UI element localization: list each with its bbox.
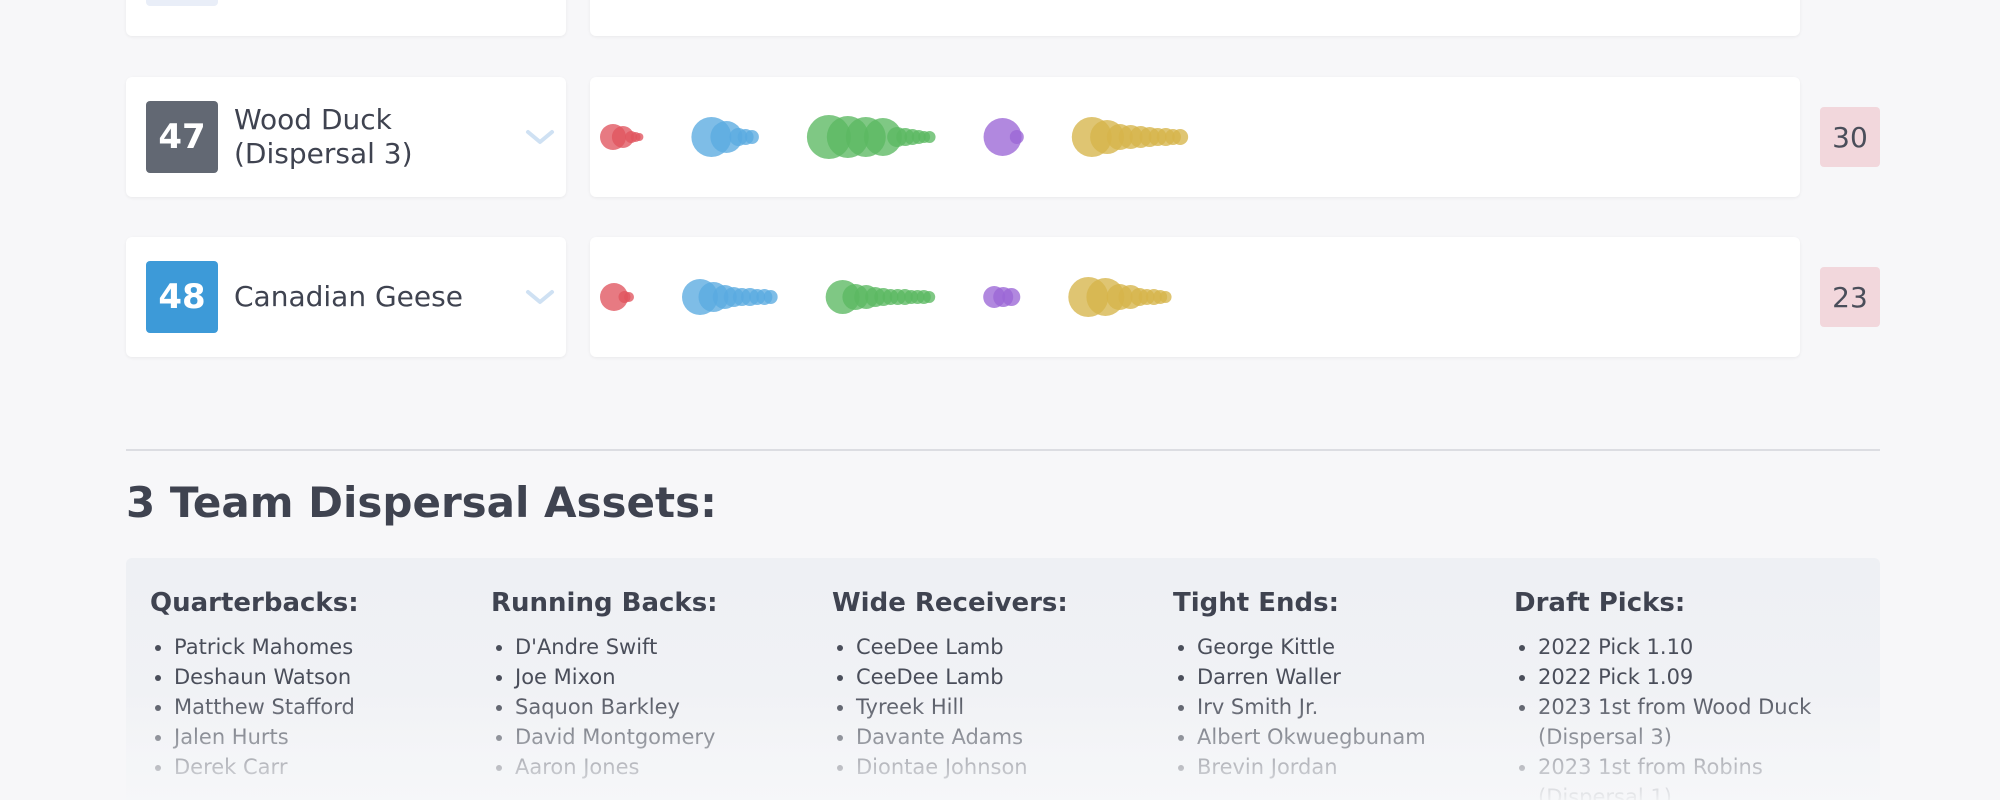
team-rank-badge: 47 — [146, 101, 218, 173]
list-item: George Kittle — [1197, 632, 1493, 662]
roster-bubble-te[interactable] — [983, 118, 1022, 156]
list-item: 2023 1st from Wood Duck (Dispersal 3) — [1538, 692, 1834, 752]
team-score-badge: 23 — [1820, 267, 1880, 327]
asset-column-wide-receivers: Wide Receivers: CeeDee Lamb CeeDee Lamb … — [832, 588, 1152, 782]
list-item: Jalen Hurts — [174, 722, 470, 752]
player-list: Patrick Mahomes Deshaun Watson Matthew S… — [150, 632, 470, 782]
roster-bubble-wr[interactable] — [923, 291, 936, 303]
list-item: D'Andre Swift — [515, 632, 811, 662]
roster-bubble-wr[interactable] — [863, 118, 902, 156]
list-item: David Montgomery — [515, 722, 811, 752]
roster-bubble-pick[interactable] — [1172, 129, 1189, 145]
team-card[interactable]: 48 Canadian Geese — [126, 237, 566, 357]
bubble-chart-card — [590, 237, 1800, 357]
player-list: D'Andre Swift Joe Mixon Saquon Barkley D… — [491, 632, 811, 782]
chevron-down-icon[interactable] — [524, 281, 556, 313]
list-item: 2022 Pick 1.09 — [1538, 662, 1834, 692]
column-heading: Draft Picks: — [1514, 588, 1686, 618]
roster-bubble-qb[interactable] — [624, 292, 634, 302]
list-item: Joe Mixon — [515, 662, 811, 692]
list-item: Irv Smith Jr. — [1197, 692, 1493, 722]
player-list: George Kittle Darren Waller Irv Smith Jr… — [1173, 632, 1493, 782]
roster-bubble-rb[interactable] — [763, 290, 778, 304]
pick-list: 2022 Pick 1.10 2022 Pick 1.09 2023 1st f… — [1514, 632, 1834, 800]
list-item: Patrick Mahomes — [174, 632, 470, 662]
roster-bubble-qb[interactable] — [600, 283, 628, 311]
list-item: CeeDee Lamb — [856, 662, 1152, 692]
list-item: Albert Okwuegbunam — [1197, 722, 1493, 752]
team-name: Wood Duck (Dispersal 3) — [234, 103, 413, 170]
asset-column-quarterbacks: Quarterbacks: Patrick Mahomes Deshaun Wa… — [150, 588, 470, 782]
list-item: 2022 Pick 1.10 — [1538, 632, 1834, 662]
list-item: Darren Waller — [1197, 662, 1493, 692]
column-heading: Wide Receivers: — [832, 588, 1068, 618]
section-divider — [126, 449, 1880, 451]
list-item: Diontae Johnson — [856, 752, 1152, 782]
list-item: Matthew Stafford — [174, 692, 470, 722]
roster-bubble-chart — [600, 115, 1189, 159]
roster-bubble-te[interactable] — [1002, 288, 1021, 306]
team-card-partial[interactable] — [126, 0, 566, 36]
team-card[interactable]: 47 Wood Duck (Dispersal 3) — [126, 77, 566, 197]
player-list: CeeDee Lamb CeeDee Lamb Tyreek Hill Dava… — [832, 632, 1152, 782]
team-score-badge: 30 — [1820, 107, 1880, 167]
bubble-chart-card — [590, 77, 1800, 197]
bubble-chart-card-partial — [590, 0, 1800, 36]
list-item: Aaron Jones — [515, 752, 811, 782]
roster-bubble-chart — [600, 277, 1172, 317]
roster-bubble-wr[interactable] — [923, 131, 936, 143]
asset-column-tight-ends: Tight Ends: George Kittle Darren Waller … — [1173, 588, 1493, 782]
column-heading: Quarterbacks: — [150, 588, 359, 618]
roster-bubble-te[interactable] — [1009, 130, 1024, 144]
roster-bubble-qb[interactable] — [611, 126, 634, 148]
list-item: Davante Adams — [856, 722, 1152, 752]
list-item: Deshaun Watson — [174, 662, 470, 692]
dispersal-assets-panel: Quarterbacks: Patrick Mahomes Deshaun Wa… — [126, 558, 1880, 800]
list-item: Brevin Jordan — [1197, 752, 1493, 782]
asset-column-running-backs: Running Backs: D'Andre Swift Joe Mixon S… — [491, 588, 811, 782]
chevron-down-icon[interactable] — [524, 121, 556, 153]
column-heading: Running Backs: — [491, 588, 718, 618]
column-heading: Tight Ends: — [1173, 588, 1340, 618]
roster-bubble-qb[interactable] — [635, 133, 644, 141]
roster-bubble-rb[interactable] — [744, 130, 759, 144]
team-name: Canadian Geese — [234, 280, 463, 313]
list-item: CeeDee Lamb — [856, 632, 1152, 662]
section-title: 3 Team Dispersal Assets: — [126, 478, 717, 527]
roster-bubble-pick[interactable] — [1159, 291, 1172, 303]
list-item: 2023 1st from Robins (Dispersal 1) — [1538, 752, 1834, 800]
list-item: Derek Carr — [174, 752, 470, 782]
team-rank-badge-partial — [146, 0, 218, 6]
team-rank-badge: 48 — [146, 261, 218, 333]
list-item: Saquon Barkley — [515, 692, 811, 722]
asset-column-draft-picks: Draft Picks: 2022 Pick 1.10 2022 Pick 1.… — [1514, 588, 1834, 800]
list-item: Tyreek Hill — [856, 692, 1152, 722]
